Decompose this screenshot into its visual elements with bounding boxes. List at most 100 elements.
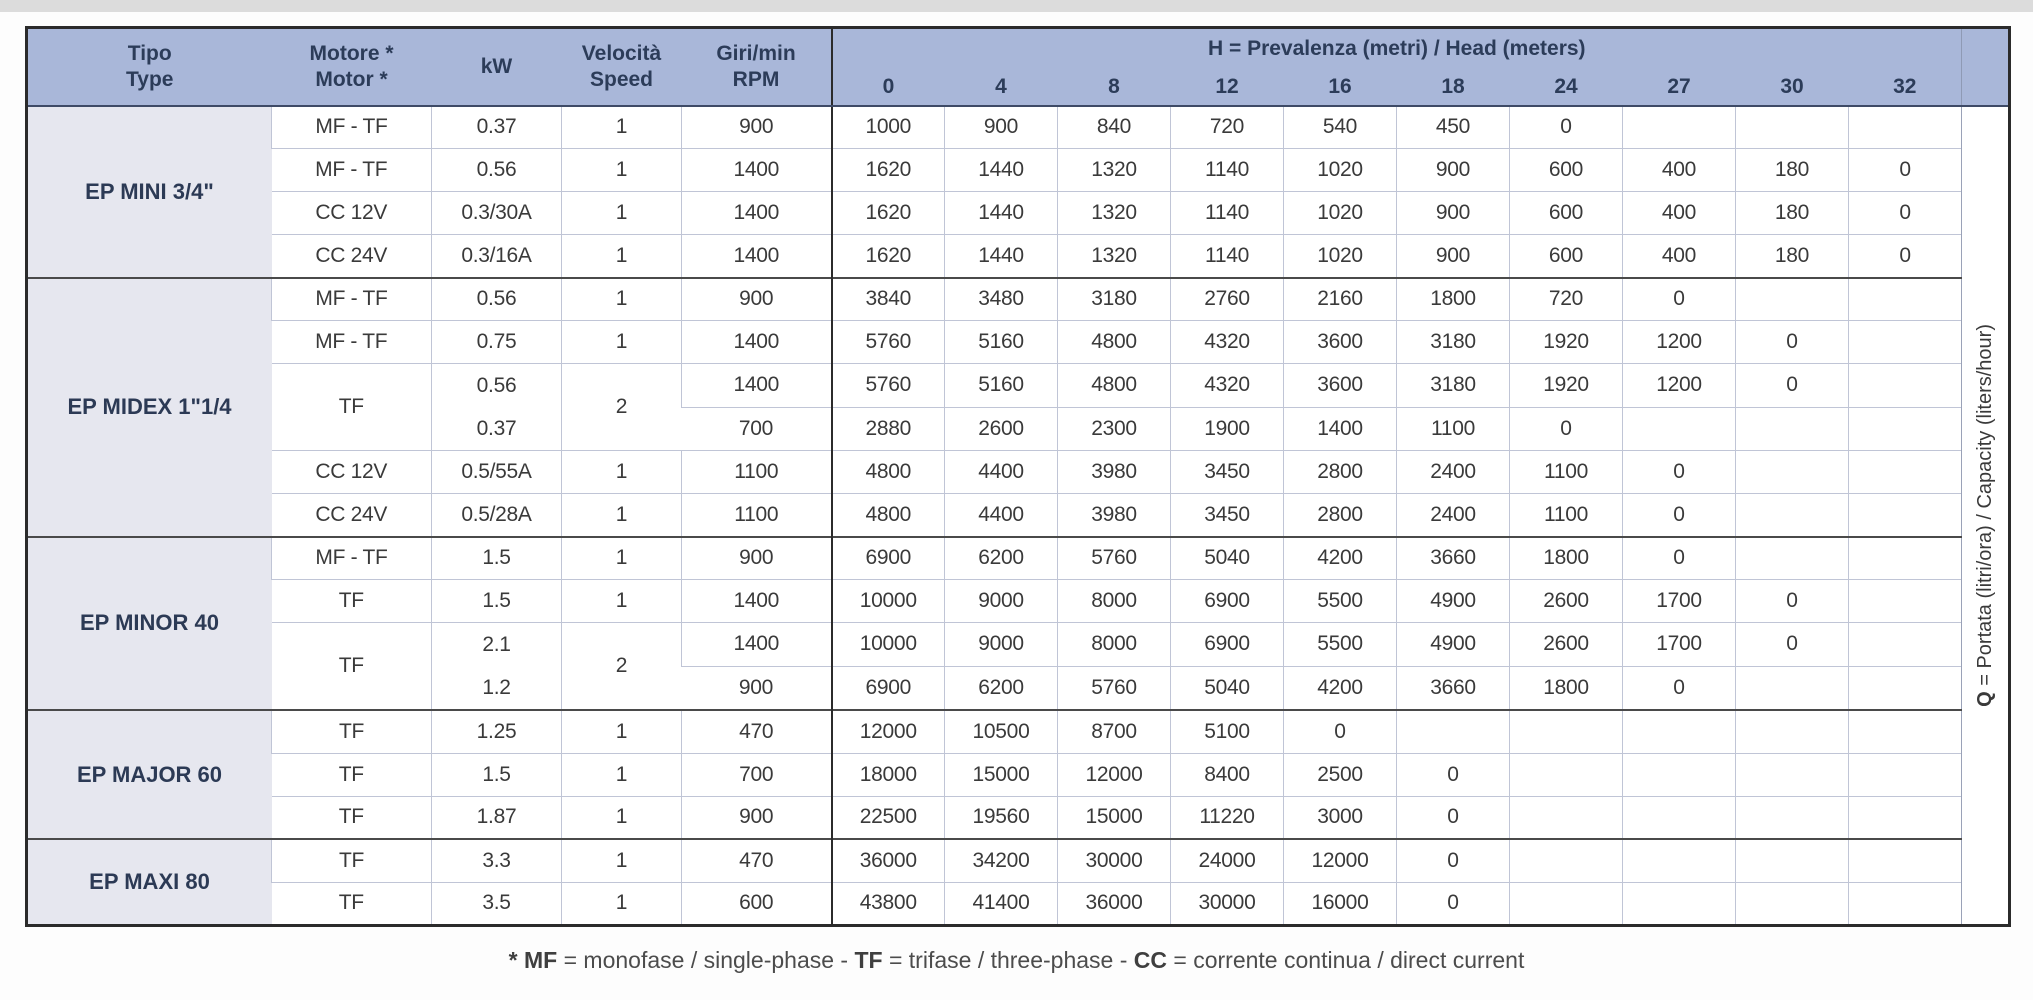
head-value-cell: 0	[1622, 535, 1736, 580]
table-row: EP MAXI 80 TF 3.3 1 470 36000 34200 30000 24000 1…	[26, 838, 2010, 925]
head-value-cell	[1735, 450, 1849, 494]
head-value-cell: 1800	[1396, 276, 1510, 321]
speed-cell: 1	[561, 234, 682, 278]
kw-cell: 2.1 1.2	[431, 622, 562, 710]
head-value-cell: 1320	[1057, 148, 1171, 192]
kw-cell: 3.5	[431, 881, 562, 925]
head-col-24: 24	[1509, 71, 1623, 107]
head-value-cell: 34200	[944, 838, 1058, 882]
head-col-8: 8	[1057, 71, 1171, 107]
head-value-cell: 0	[1847, 234, 1962, 278]
head-value-cell: 600	[1509, 234, 1623, 278]
head-value-cell: 3980	[1057, 493, 1171, 537]
head-value-cell: 1140	[1170, 191, 1284, 235]
head-value-cell: 3840	[830, 276, 945, 321]
motor-cell: MF - TF	[271, 276, 432, 321]
head-value-cell	[1509, 752, 1623, 796]
kw-cell: 0.56 0.37	[431, 363, 562, 451]
head-value-cell: 5760	[830, 320, 945, 364]
head-value-cell: 180	[1735, 191, 1849, 235]
head-value-cell	[1396, 709, 1510, 753]
head-value-cell: 15000	[944, 752, 1058, 796]
head-value-cell: 1620	[830, 191, 945, 235]
head-value-cell: 900	[1396, 234, 1510, 278]
speed-cell: 2	[561, 363, 682, 451]
head-value-cell	[1847, 406, 1962, 451]
head-value-cell: 1920	[1509, 363, 1623, 407]
speed-cell: 1	[561, 881, 682, 925]
kw-cell: 0.5/28A	[431, 493, 562, 537]
col-header-rpm-line1: Giri/min	[716, 41, 796, 65]
head-value-cell: 5760	[1057, 665, 1171, 710]
head-value-cell: 5160	[944, 363, 1058, 407]
head-value-cell	[1847, 709, 1962, 753]
head-col-0: 0	[830, 71, 945, 107]
table-row: EP MINOR 40 MF - TF 1.5 1 900 6900 6200 5760 504…	[26, 535, 2010, 710]
head-value-cell	[1509, 838, 1623, 882]
speed-cell: 1	[561, 795, 682, 839]
head-value-cell: 3180	[1057, 276, 1171, 321]
head-value-cell: 2800	[1283, 450, 1397, 494]
head-value-cell	[1735, 535, 1849, 580]
head-value-cell: 1020	[1283, 148, 1397, 192]
head-value-cell	[1847, 795, 1962, 839]
head-value-cell: 4800	[830, 450, 945, 494]
head-value-cell: 180	[1735, 234, 1849, 278]
head-value-cell: 0	[1735, 320, 1849, 364]
col-header-capacity	[1961, 27, 2010, 107]
speed-cell: 1	[561, 579, 682, 623]
head-value-cell	[1735, 406, 1849, 451]
head-value-cell: 2300	[1057, 406, 1171, 451]
table-row: TF 3.5 1 600 43800 41400 36000 30000 16000 0	[27, 881, 2010, 925]
head-value-cell: 1800	[1509, 665, 1623, 710]
head-value-cell: 15000	[1057, 795, 1171, 839]
head-value-cell: 5760	[1057, 535, 1171, 580]
rpm-cell: 700	[681, 752, 832, 796]
rpm-cell: 1100	[681, 493, 832, 537]
head-value-cell: 1620	[830, 148, 945, 192]
head-value-cell	[1735, 838, 1849, 882]
col-header-motor-line1: Motore *	[309, 41, 394, 65]
rpm-cell: 1100	[681, 450, 832, 494]
table-row: EP MAJOR 60 TF 1.25 1 470 12000 10500 8700 5100 0	[26, 709, 2010, 839]
kw-cell: 1.5	[431, 535, 562, 580]
head-value-cell: 4400	[944, 493, 1058, 537]
head-value-cell: 6200	[944, 535, 1058, 580]
head-value-cell: 0	[1735, 363, 1849, 407]
head-value-cell: 1020	[1283, 191, 1397, 235]
rpm-cell: 1400	[681, 363, 832, 407]
pump-type-cell: EP MAXI 80	[26, 838, 272, 925]
head-value-cell	[1735, 105, 1849, 149]
head-value-cell: 4800	[830, 493, 945, 537]
col-header-rpm-line2: RPM	[732, 67, 780, 91]
head-value-cell: 2600	[1509, 622, 1623, 667]
head-value-cell: 1900	[1170, 406, 1284, 451]
head-value-cell: 0	[1396, 795, 1510, 839]
table-row: CC 12V 0.3/30A 1 1400 1620 1440 1320 1140 1020 90…	[27, 191, 2010, 235]
head-value-cell	[1735, 881, 1849, 925]
head-value-cell: 1700	[1622, 579, 1736, 623]
head-value-cell: 0	[1396, 881, 1510, 925]
head-value-cell	[1847, 276, 1962, 321]
head-value-cell: 5500	[1283, 622, 1397, 667]
head-value-cell: 0	[1735, 579, 1849, 623]
head-value-cell: 41400	[944, 881, 1058, 925]
head-value-cell: 3180	[1396, 363, 1510, 407]
head-value-cell: 1200	[1622, 320, 1736, 364]
head-value-cell: 1700	[1622, 622, 1736, 667]
head-value-cell	[1509, 709, 1623, 753]
head-value-cell: 5040	[1170, 665, 1284, 710]
head-value-cell	[1735, 276, 1849, 321]
col-header-type-line2: Type	[126, 67, 174, 91]
head-value-cell	[1847, 320, 1962, 364]
head-value-cell	[1509, 795, 1623, 839]
head-value-cell: 6900	[1170, 579, 1284, 623]
head-value-cell: 400	[1622, 148, 1736, 192]
head-col-16: 16	[1283, 71, 1397, 107]
pump-type-cell: EP MINI 3/4"	[26, 105, 272, 278]
motor-cell: TF	[271, 795, 432, 839]
head-value-cell: 0	[1509, 406, 1623, 451]
head-value-cell: 3660	[1396, 535, 1510, 580]
head-value-cell: 6900	[830, 535, 945, 580]
rpm-cell: 600	[681, 881, 832, 925]
